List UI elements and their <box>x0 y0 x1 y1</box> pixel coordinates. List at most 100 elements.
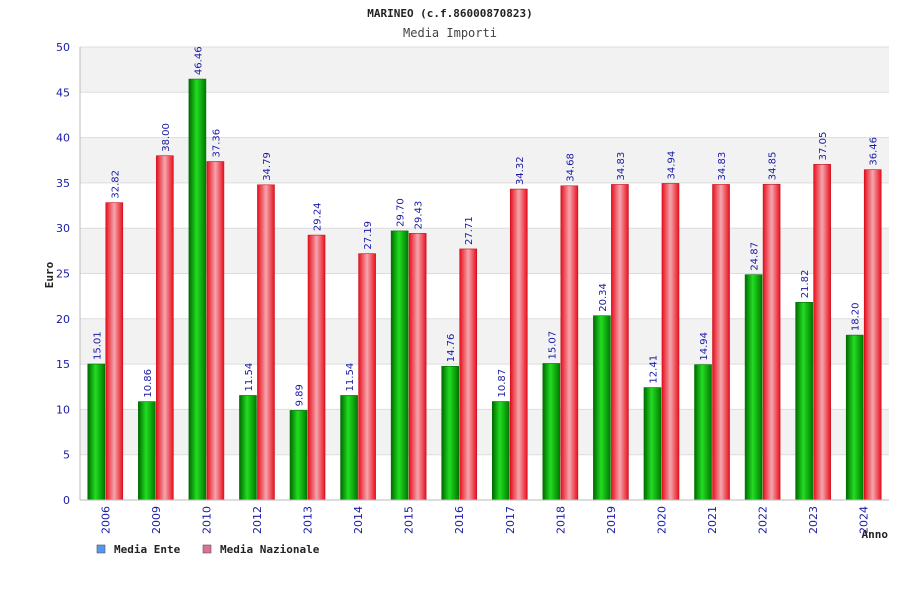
legend-swatch <box>202 544 212 554</box>
value-label: 11.54 <box>345 363 356 392</box>
value-label: 9.89 <box>295 384 306 406</box>
x-tick-label: 2017 <box>504 506 517 534</box>
bar-media-nazionale-2017 <box>509 188 528 501</box>
x-tick-label: 2020 <box>655 506 668 534</box>
bar-media-ente-2006 <box>87 363 106 501</box>
bar-media-nazionale-2012 <box>257 184 275 501</box>
bar-media-ente-2020 <box>643 387 662 501</box>
value-label: 20.34 <box>598 283 609 312</box>
y-tick-label: 0 <box>63 494 70 507</box>
value-label: 37.05 <box>818 132 829 161</box>
grid-band <box>80 92 889 138</box>
x-tick-label: 2006 <box>99 506 112 534</box>
value-label: 36.46 <box>869 137 880 166</box>
value-label: 29.70 <box>396 198 407 227</box>
x-tick-label: 2009 <box>150 506 163 534</box>
x-tick-label: 2013 <box>302 506 315 534</box>
bar-media-ente-2012 <box>239 395 257 501</box>
bar-media-ente-2014 <box>340 395 358 501</box>
bar-media-ente-2018 <box>542 363 561 501</box>
y-tick-label: 5 <box>63 449 70 462</box>
y-tick-label: 50 <box>56 41 70 54</box>
bar-media-ente-2010 <box>188 78 207 501</box>
bar-media-nazionale-2013 <box>307 234 326 501</box>
bar-media-ente-2017 <box>491 401 510 501</box>
value-label: 34.94 <box>666 151 677 180</box>
value-label: 18.20 <box>851 302 862 331</box>
bar-media-ente-2024 <box>845 334 864 501</box>
y-tick-label: 25 <box>56 268 70 281</box>
legend: Media Ente Media Nazionale <box>96 543 320 556</box>
value-label: 34.68 <box>565 153 576 182</box>
y-tick-label: 40 <box>56 132 70 145</box>
y-tick-label: 30 <box>56 222 70 235</box>
value-label: 38.00 <box>161 123 172 152</box>
value-label: 32.82 <box>110 170 121 199</box>
chart-subtitle: Media Importi <box>403 26 497 40</box>
x-tick-label: 2010 <box>200 506 213 534</box>
bar-media-ente-2021 <box>694 364 712 501</box>
legend-swatch <box>96 544 106 554</box>
value-label: 34.79 <box>262 152 273 181</box>
value-label: 34.85 <box>768 152 779 181</box>
value-label: 29.24 <box>313 202 324 231</box>
x-tick-label: 2015 <box>403 506 416 534</box>
bars <box>87 78 882 501</box>
value-label: 29.43 <box>414 201 425 230</box>
value-label: 15.07 <box>547 331 558 360</box>
value-label: 21.82 <box>800 270 811 299</box>
grid-band <box>80 47 889 93</box>
value-label: 10.87 <box>497 369 508 398</box>
value-label: 11.54 <box>244 363 255 392</box>
chart-title: MARINEO (c.f.86000870823) <box>367 7 533 20</box>
bar-media-nazionale-2022 <box>762 183 781 501</box>
x-tick-label: 2021 <box>706 506 719 534</box>
bar-media-nazionale-2010 <box>206 161 225 501</box>
bar-media-nazionale-2021 <box>712 184 730 501</box>
bar-media-nazionale-2015 <box>408 233 427 501</box>
bar-media-ente-2009 <box>138 401 156 501</box>
bar-media-nazionale-2009 <box>156 155 174 501</box>
x-tick-label: 2014 <box>352 506 365 534</box>
bar-media-nazionale-2019 <box>611 184 629 501</box>
x-tick-label: 2019 <box>605 506 618 534</box>
bar-media-nazionale-2020 <box>661 183 680 501</box>
x-tick-label: 2018 <box>554 506 567 534</box>
bar-media-nazionale-2024 <box>863 169 882 501</box>
y-tick-label: 20 <box>56 313 70 326</box>
x-tick-label: 2022 <box>757 506 770 534</box>
value-label: 34.83 <box>616 152 627 181</box>
value-label: 46.46 <box>193 46 204 75</box>
x-tick-label: 2016 <box>453 506 466 534</box>
value-label: 27.71 <box>464 216 475 245</box>
value-label: 34.32 <box>515 156 526 185</box>
y-tick-label: 15 <box>56 358 70 371</box>
value-label: 12.41 <box>648 355 659 384</box>
value-label: 27.19 <box>363 221 374 250</box>
value-label: 14.76 <box>446 334 457 363</box>
bar-media-nazionale-2016 <box>459 248 478 501</box>
x-axis-label: Anno <box>862 528 889 541</box>
bar-media-ente-2015 <box>390 230 409 501</box>
value-label: 24.87 <box>750 242 761 271</box>
value-label: 14.94 <box>699 332 710 361</box>
legend-label: Media Ente <box>114 543 181 556</box>
value-labels: 15.01 32.82 10.86 38.00 46.46 37.36 11.54 34.79… <box>92 46 879 406</box>
y-tick-label: 45 <box>56 86 70 99</box>
x-tick-label: 2012 <box>251 506 264 534</box>
bar-media-ente-2022 <box>744 274 763 501</box>
bar-media-ente-2016 <box>441 365 460 501</box>
bar-media-ente-2023 <box>795 302 813 501</box>
legend-label: Media Nazionale <box>220 543 320 556</box>
x-tick-label: 2023 <box>807 506 820 534</box>
y-axis-ticks: 0 5 10 15 20 25 30 35 40 45 50 <box>56 41 70 507</box>
value-label: 10.86 <box>143 369 154 398</box>
bar-media-ente-2019 <box>593 315 611 501</box>
bar-media-ente-2013 <box>289 410 308 501</box>
bar-media-nazionale-2006 <box>105 202 124 501</box>
value-label: 15.01 <box>92 331 103 360</box>
bar-media-nazionale-2018 <box>560 185 579 501</box>
value-label: 34.83 <box>717 152 728 181</box>
y-tick-label: 35 <box>56 177 70 190</box>
